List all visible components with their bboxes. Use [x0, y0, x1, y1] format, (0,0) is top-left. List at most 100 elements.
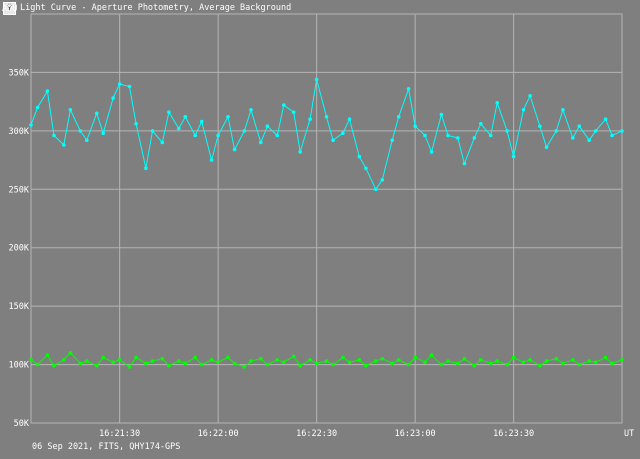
data-point: [505, 362, 509, 367]
data-point: [324, 115, 329, 119]
data-point: [298, 150, 303, 154]
data-point: [117, 82, 122, 86]
data-point: [85, 359, 89, 363]
data-point: [209, 158, 214, 162]
data-point: [364, 363, 368, 368]
data-point: [511, 154, 516, 159]
data-point: [134, 122, 138, 126]
data-point: [357, 358, 362, 362]
data-point: [593, 360, 598, 365]
data-point: [521, 108, 526, 112]
data-point: [144, 361, 148, 366]
data-point: [160, 356, 165, 361]
data-point: [439, 362, 444, 367]
window-title: Light Curve - Aperture Photometry, Avera…: [20, 3, 292, 13]
data-point: [45, 353, 50, 358]
data-point: [472, 136, 477, 140]
data-point: [111, 96, 115, 100]
data-point: [571, 136, 575, 140]
data-point: [423, 133, 427, 138]
data-point: [52, 363, 56, 368]
x-tick-label: 16:23:00: [395, 429, 436, 439]
data-point: [479, 122, 483, 126]
data-point: [488, 361, 493, 366]
data-point: [331, 138, 335, 142]
data-point: [111, 360, 115, 365]
data-point: [282, 103, 286, 107]
grid-layer: [30, 13, 623, 424]
data-point: [544, 359, 549, 363]
data-point: [298, 363, 303, 368]
data-point: [259, 356, 263, 361]
data-point: [101, 131, 105, 135]
data-point: [249, 359, 253, 363]
data-point: [413, 124, 418, 128]
data-point: [439, 112, 444, 117]
data-point: [183, 115, 188, 119]
data-point: [232, 361, 237, 366]
data-point: [275, 358, 280, 362]
data-point: [134, 355, 138, 360]
y-tick-label: 300K: [9, 127, 30, 137]
y-tick-label: 250K: [9, 185, 30, 195]
data-point: [291, 354, 296, 359]
data-point: [593, 129, 598, 133]
data-point: [160, 140, 165, 145]
data-point: [511, 355, 516, 360]
data-point: [505, 129, 509, 133]
data-point: [479, 358, 483, 362]
data-point: [45, 89, 50, 93]
data-point: [429, 353, 434, 358]
data-point: [603, 355, 608, 360]
data-point: [331, 362, 335, 367]
data-point: [68, 351, 73, 355]
data-point: [423, 360, 427, 365]
data-point: [561, 361, 565, 366]
data-point: [364, 166, 368, 171]
data-point: [620, 358, 624, 362]
data-point: [374, 359, 378, 363]
data-point: [347, 360, 352, 365]
data-point: [347, 117, 352, 121]
data-point: [265, 362, 270, 367]
data-point: [446, 359, 450, 363]
x-tick-label: 16:22:00: [198, 429, 239, 439]
axis-layer: 50K 100K 150K 200K 250K 300K 350K 16:21:30 16:22…: [2, 4, 634, 439]
data-point: [259, 140, 263, 145]
data-point: [406, 87, 411, 91]
data-point: [29, 123, 33, 127]
data-point: [308, 117, 312, 121]
data-point: [538, 363, 542, 368]
x-tick-label: 16:23:30: [493, 429, 534, 439]
data-point: [78, 129, 83, 133]
data-point: [275, 133, 280, 138]
data-point: [249, 108, 253, 112]
data-point: [561, 108, 565, 112]
plot-frame: [30, 13, 623, 424]
data-point: [571, 358, 575, 362]
series-layer: [29, 77, 624, 369]
y-tick-label: 100K: [9, 361, 30, 371]
data-point: [341, 131, 345, 135]
data-point: [282, 360, 286, 365]
x-axis-label: UT: [624, 429, 634, 439]
data-point: [150, 129, 155, 133]
data-point: [374, 187, 378, 192]
data-point: [85, 138, 89, 142]
title-bar: Ÿ Light Curve - Aperture Photometry, Ave…: [0, 0, 640, 16]
y-tick-label: 200K: [9, 244, 30, 254]
data-point: [472, 363, 477, 368]
footer-info: 06 Sep 2021, FITS, QHY174-GPS: [32, 442, 181, 452]
data-point: [127, 365, 132, 369]
data-point: [488, 133, 493, 138]
data-point: [610, 133, 614, 138]
app-icon[interactable]: Ÿ: [3, 2, 16, 15]
data-point: [265, 124, 270, 128]
data-point: [521, 360, 526, 365]
y-axis-label: ADU: [2, 4, 17, 14]
data-point: [216, 360, 220, 365]
data-point: [429, 150, 434, 154]
data-point: [150, 359, 155, 363]
data-point: [380, 178, 385, 182]
data-point: [413, 355, 418, 360]
